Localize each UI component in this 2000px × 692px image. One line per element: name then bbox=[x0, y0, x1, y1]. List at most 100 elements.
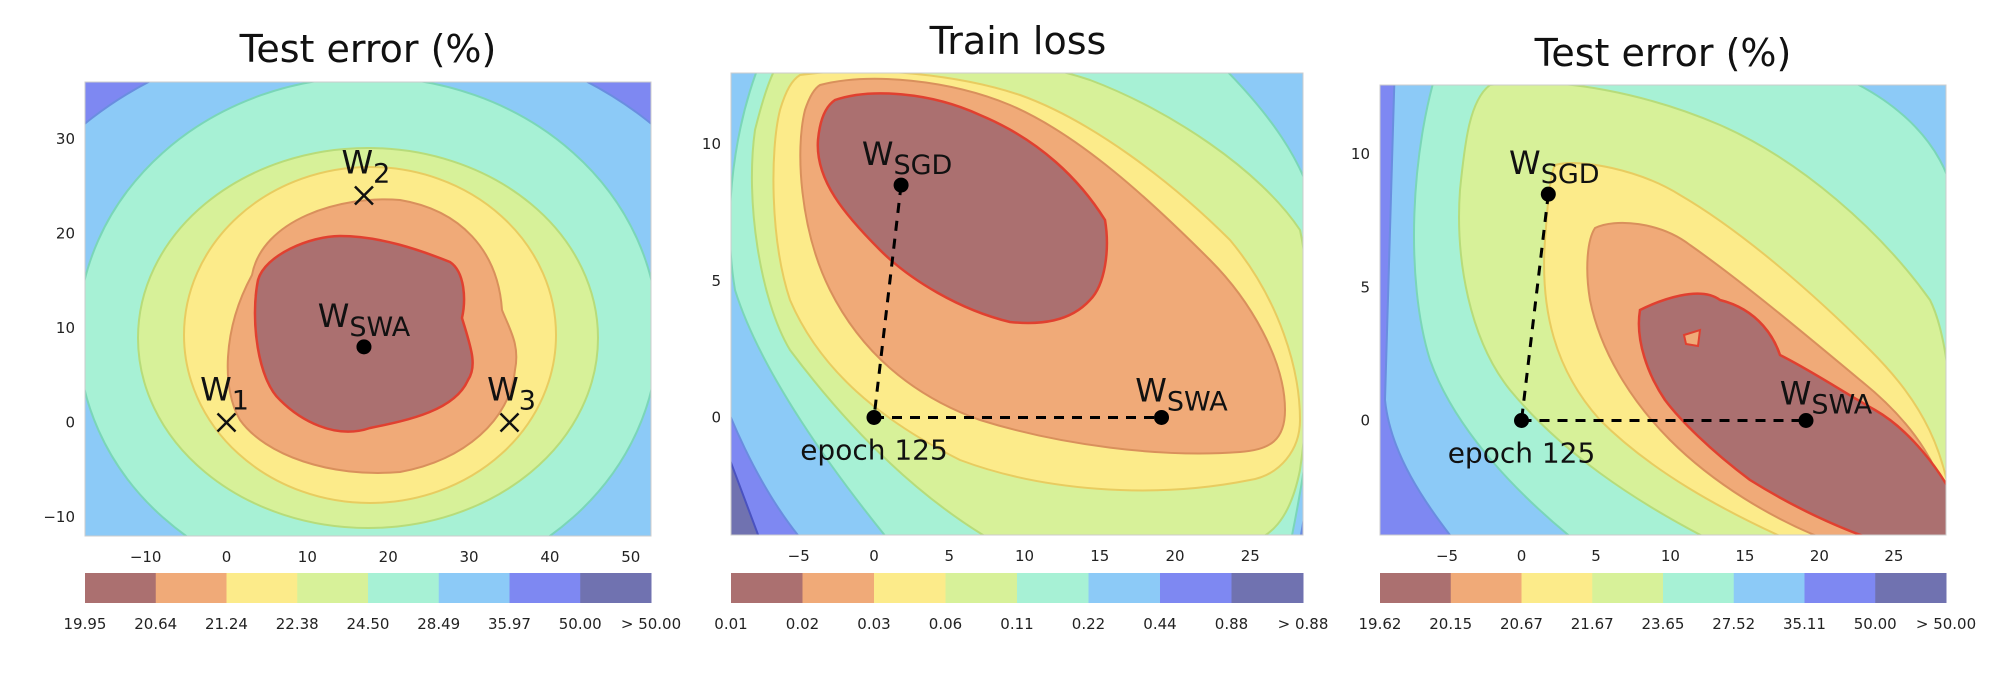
x-tick-label: −5 bbox=[1436, 547, 1458, 565]
x-tick-label: 20 bbox=[379, 548, 398, 566]
colorbar-tick-label: 21.67 bbox=[1571, 615, 1614, 633]
point-label-swa: WSWA bbox=[1135, 371, 1228, 417]
colorbar-segment bbox=[1592, 573, 1664, 603]
colorbar-segment bbox=[1017, 573, 1089, 603]
x-tick-label: 5 bbox=[944, 547, 954, 565]
x-tick-label: 15 bbox=[1090, 547, 1109, 565]
epoch-label: epoch 125 bbox=[800, 433, 948, 466]
x-tick-label: 5 bbox=[1591, 547, 1601, 565]
colorbar-segment bbox=[297, 573, 369, 603]
x-tick-label: 25 bbox=[1884, 547, 1903, 565]
colorbar-tick-label: 50.00 bbox=[559, 615, 602, 633]
y-tick-label: 0 bbox=[65, 414, 75, 432]
colorbar-tick-label: 20.67 bbox=[1500, 615, 1543, 633]
colorbar-segment bbox=[1380, 573, 1452, 603]
colorbar-tick-label: 19.62 bbox=[1359, 615, 1402, 633]
colorbar-segment bbox=[1521, 573, 1593, 603]
x-tick-label: −5 bbox=[788, 547, 810, 565]
x-tick-label: 10 bbox=[298, 548, 317, 566]
colorbar-segment bbox=[1450, 573, 1522, 603]
point-marker bbox=[893, 177, 909, 193]
panel-2-frame bbox=[730, 72, 1304, 536]
panel-3-points: WSGD WSWA epoch 125 bbox=[1448, 144, 1873, 469]
colorbar-tick-label: > 50.00 bbox=[621, 615, 681, 633]
colorbar-segment bbox=[1875, 573, 1947, 603]
point-marker bbox=[1540, 186, 1556, 202]
panel-test-error-1: Test error (%) −10 0 10 20 30 40 50−100102030 … bbox=[43, 27, 681, 633]
panel-3-colorbar: 19.62 20.15 20.67 21.67 23.65 27.52 35.11 50.00… bbox=[1359, 573, 1976, 633]
colorbar-tick-label: 0.02 bbox=[786, 615, 819, 633]
epoch-label: epoch 125 bbox=[1448, 437, 1596, 470]
x-tick-label: 20 bbox=[1810, 547, 1829, 565]
x-tick-label: 15 bbox=[1735, 547, 1754, 565]
x-tick-label: 0 bbox=[222, 548, 232, 566]
x-tick-label: 20 bbox=[1166, 547, 1185, 565]
colorbar-segment bbox=[1160, 573, 1232, 603]
y-tick-label: 20 bbox=[56, 224, 75, 242]
y-tick-label: 10 bbox=[702, 135, 721, 153]
colorbar-segment bbox=[368, 573, 440, 603]
colorbar-tick-label: 0.88 bbox=[1215, 615, 1248, 633]
cross-marker bbox=[499, 412, 520, 433]
colorbar-tick-label: 35.97 bbox=[488, 615, 531, 633]
colorbar-segment bbox=[945, 573, 1018, 603]
colorbar-segment bbox=[1231, 573, 1304, 603]
point-label-sgd: WSGD bbox=[1509, 144, 1600, 190]
colorbar-segment bbox=[580, 573, 652, 603]
point-label-swa: WSWA bbox=[1780, 375, 1873, 421]
colorbar-tick-label: 21.24 bbox=[205, 615, 248, 633]
point-marker bbox=[1514, 413, 1529, 429]
point-label-3: W3 bbox=[487, 371, 536, 417]
colorbar-segment bbox=[1663, 573, 1735, 603]
panel-3-frame bbox=[1379, 84, 1947, 536]
x-tick-label: 50 bbox=[621, 548, 640, 566]
colorbar-tick-label: 50.00 bbox=[1854, 615, 1897, 633]
panel-3-small-island bbox=[1682, 328, 1702, 348]
panel-2-ticks: −5 0 5 10 15 20 25 0 5 10 bbox=[702, 135, 1260, 565]
panel-2-dashed-path bbox=[872, 184, 1162, 419]
colorbar-segment bbox=[1733, 573, 1805, 603]
colorbar-segment bbox=[802, 573, 875, 603]
x-tick-label: 25 bbox=[1241, 547, 1260, 565]
dashed-line-sgd-epoch bbox=[872, 184, 903, 418]
colorbar-tick-label: 27.52 bbox=[1712, 615, 1755, 633]
panel-3-level-2 bbox=[1637, 292, 1946, 535]
x-tick-label: 30 bbox=[460, 548, 479, 566]
panel-1-frame bbox=[84, 81, 652, 537]
point-label-swa: WSWA bbox=[318, 297, 411, 343]
colorbar-segment bbox=[1804, 573, 1876, 603]
colorbar-tick-label: 24.50 bbox=[347, 615, 390, 633]
colorbar-tick-label: 23.65 bbox=[1642, 615, 1685, 633]
colorbar-tick-label: 19.95 bbox=[64, 615, 107, 633]
colorbar-segment bbox=[509, 573, 581, 603]
colorbar-tick-label: 0.22 bbox=[1072, 615, 1105, 633]
y-tick-label: 5 bbox=[1360, 278, 1370, 296]
point-marker bbox=[1798, 413, 1814, 429]
point-label-1: W1 bbox=[200, 371, 249, 417]
y-tick-label: 5 bbox=[711, 272, 721, 290]
panel-2-points: WSGD WSWA epoch 125 bbox=[800, 135, 1228, 466]
x-tick-label: 10 bbox=[1015, 547, 1034, 565]
panel-2-level-1 bbox=[816, 92, 1109, 325]
colorbar-tick-label: 0.11 bbox=[1000, 615, 1033, 633]
y-tick-label: 10 bbox=[1351, 145, 1370, 163]
y-tick-label: −10 bbox=[43, 508, 75, 526]
colorbar-segment bbox=[438, 573, 510, 603]
panel-1-colorbar: 19.95 20.64 21.24 22.38 24.50 28.49 35.97 50.00… bbox=[64, 573, 681, 633]
cross-marker bbox=[216, 412, 237, 433]
colorbar-segment bbox=[155, 573, 227, 603]
y-tick-label: 10 bbox=[56, 319, 75, 337]
colorbar-segment bbox=[731, 573, 803, 603]
colorbar-tick-label: 0.44 bbox=[1143, 615, 1176, 633]
dashed-line-sgd-epoch bbox=[1520, 193, 1550, 421]
colorbar-tick-label: 28.49 bbox=[417, 615, 460, 633]
x-tick-label: 0 bbox=[1517, 547, 1527, 565]
point-marker bbox=[1154, 409, 1170, 425]
point-label-sgd: WSGD bbox=[862, 135, 953, 181]
panel-3-ticks: −5 0 5 10 15 20 25 0 5 10 bbox=[1351, 145, 1904, 565]
panel-train-loss: Train loss −5 0 5 10 15 20 25 0 5 10 WSGD WSWA epoc… bbox=[702, 19, 1328, 633]
panel-1-title: Test error (%) bbox=[239, 27, 497, 71]
y-tick-label: 30 bbox=[56, 130, 75, 148]
colorbar-tick-label: 22.38 bbox=[276, 615, 319, 633]
